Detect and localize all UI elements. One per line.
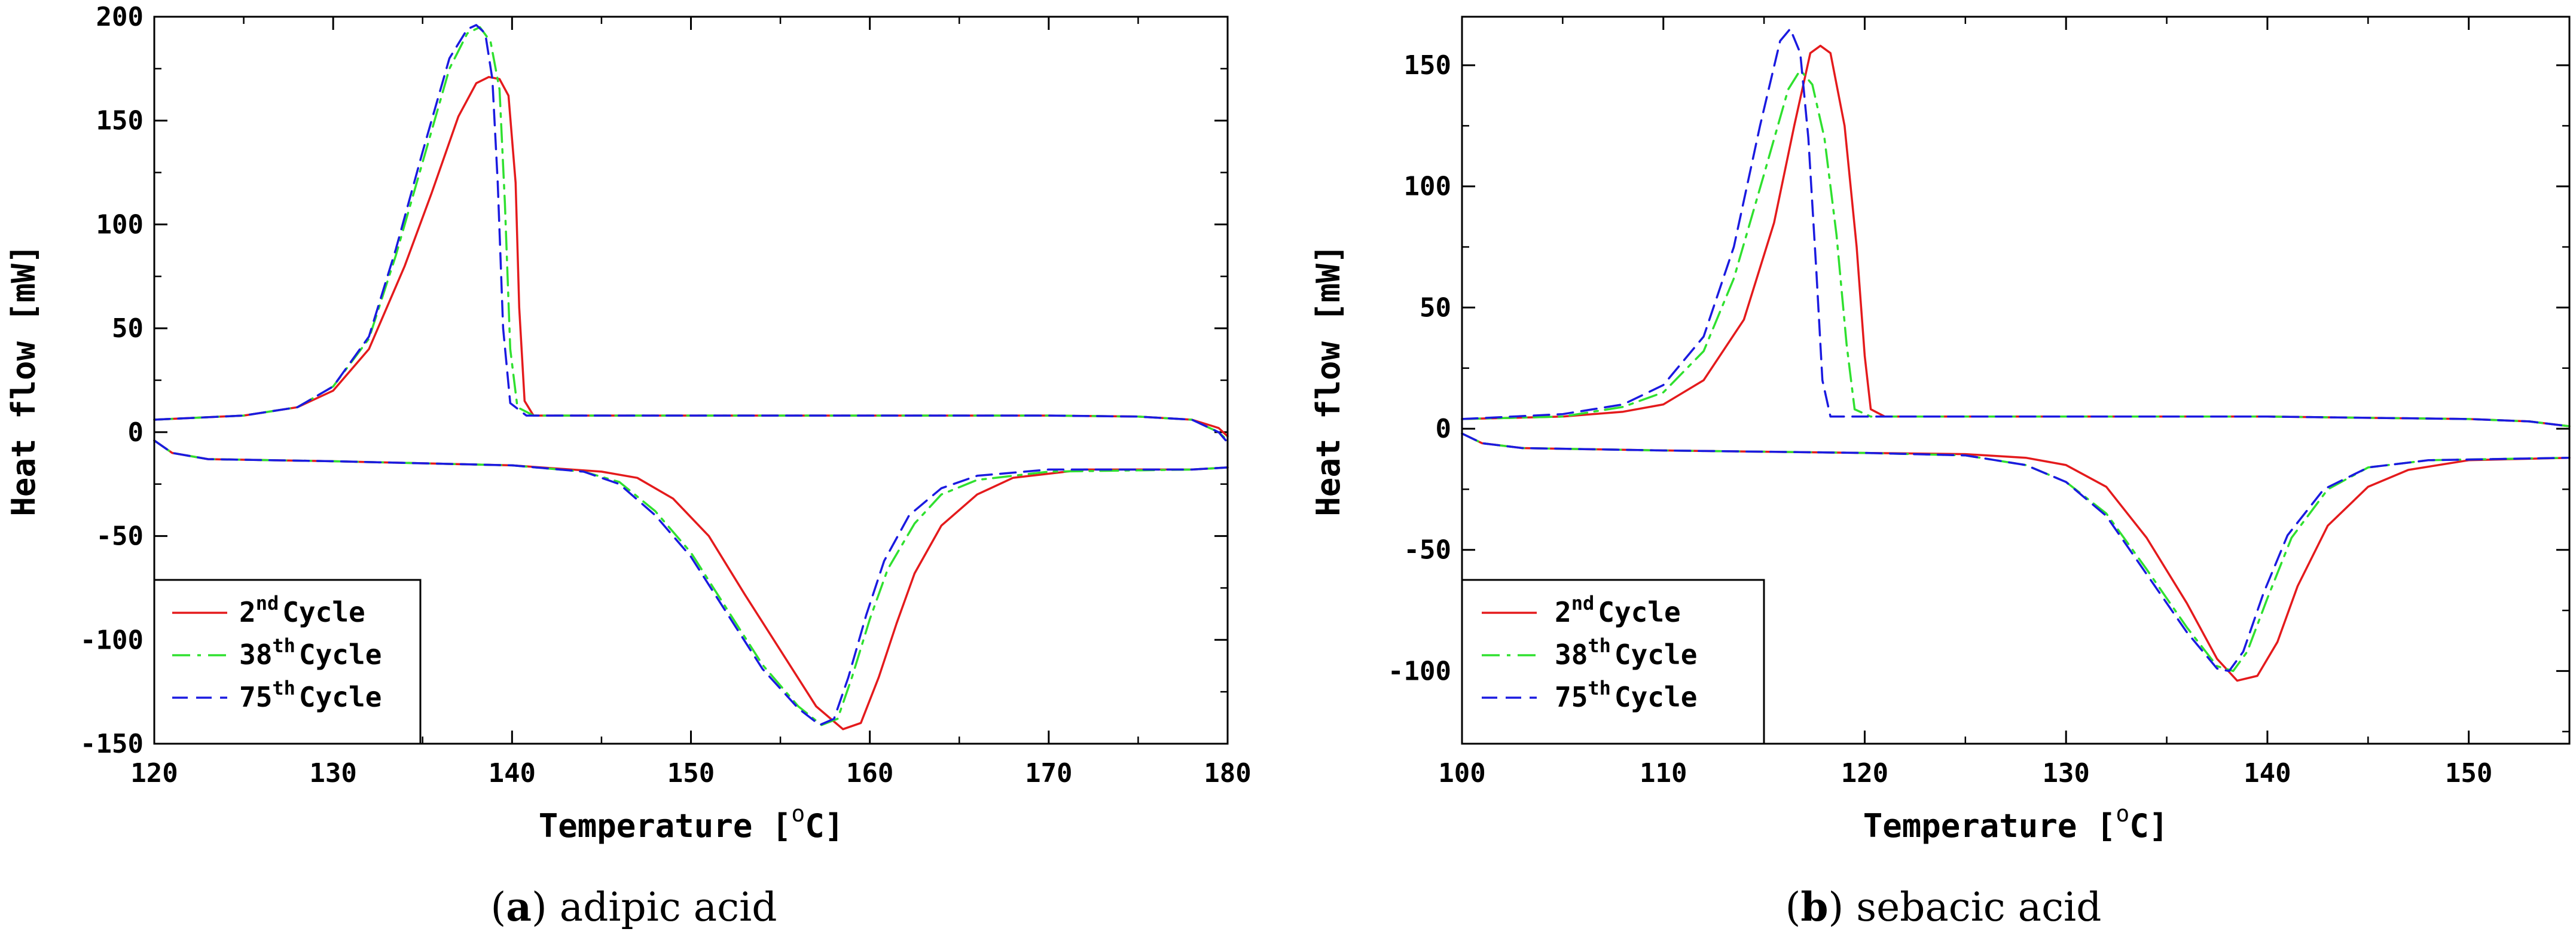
x-axis-label: Temperature [oC] <box>539 801 844 845</box>
series-38th-cycle-upper-curve <box>153 26 1229 442</box>
y-axis-label: Heat flow [mW] <box>5 244 42 516</box>
y-tick-label: 100 <box>96 209 144 240</box>
axis-ticks <box>1461 17 2571 744</box>
y-tick-label: -100 <box>80 625 144 655</box>
x-tick-label: 140 <box>489 758 536 789</box>
x-tick-label: 120 <box>130 758 178 789</box>
series-75th-cycle-lower-curve <box>153 439 1229 726</box>
legend-label-75th-cycle: 75th Cycle <box>1555 677 1697 713</box>
panel-sebacic-acid: -100 -50 0 50 100 150 100 110 120 130 140 150 2nd C… <box>1310 16 2571 930</box>
y-tick-labels: -100 -50 0 50 100 150 <box>1388 50 1451 686</box>
y-tick-label: -150 <box>80 729 144 759</box>
legend-box <box>1461 579 1765 745</box>
legend-label-2nd-cycle: 2nd Cycle <box>239 592 365 628</box>
series-75th-cycle-lower-curve <box>1461 432 2571 673</box>
y-tick-label: -100 <box>1388 656 1451 686</box>
y-tick-label: 150 <box>96 106 144 136</box>
plot-frame <box>153 16 1229 745</box>
x-axis-label: Temperature [oC] <box>1863 801 2169 845</box>
x-tick-label: 150 <box>2445 758 2492 789</box>
legend-label-2nd-cycle: 2nd Cycle <box>1555 592 1681 628</box>
legend-label-38th-cycle: 38th Cycle <box>1555 634 1697 671</box>
x-tick-labels: 100 110 120 130 140 150 <box>1438 758 2492 789</box>
series-2nd-cycle-upper-curve <box>153 76 1229 438</box>
y-tick-label: 0 <box>1436 414 1452 444</box>
series-75th-cycle-upper-curve <box>153 24 1229 444</box>
x-tick-labels: 120 130 140 150 160 170 180 <box>130 758 1251 789</box>
y-tick-label: -50 <box>1404 535 1451 566</box>
x-tick-label: 160 <box>846 758 893 789</box>
y-tick-label: 100 <box>1404 172 1451 202</box>
series-38th-cycle-lower-curve <box>1461 432 2571 673</box>
caption-sebacic-acid: (b) sebacic acid <box>1786 884 2102 930</box>
x-tick-label: 120 <box>1841 758 1888 789</box>
y-tick-label: 200 <box>96 2 144 32</box>
caption-adipic-acid: (a) adipic acid <box>491 884 777 930</box>
y-axis-label: Heat flow [mW] <box>1310 244 1347 516</box>
x-tick-label: 130 <box>309 758 356 789</box>
series-group <box>1461 28 2571 682</box>
y-tick-label: 50 <box>1420 292 1451 323</box>
series-2nd-cycle-upper-curve <box>1461 44 2571 427</box>
series-group <box>153 24 1229 731</box>
legend-label-38th-cycle: 38th Cycle <box>239 634 381 671</box>
legend: 2nd Cycle 38th Cycle 75th Cycle <box>1461 579 1765 745</box>
plot-frame <box>1461 16 2571 745</box>
legend: 2nd Cycle 38th Cycle 75th Cycle <box>153 579 422 745</box>
x-tick-label: 130 <box>2042 758 2089 789</box>
series-38th-cycle-upper-curve <box>1461 69 2571 427</box>
y-tick-label: 50 <box>112 313 144 344</box>
legend-label-75th-cycle: 75th Cycle <box>239 677 381 713</box>
x-tick-label: 100 <box>1438 758 1485 789</box>
x-tick-label: 140 <box>2244 758 2291 789</box>
x-tick-label: 110 <box>1640 758 1687 789</box>
y-tick-label: 150 <box>1404 50 1451 81</box>
x-tick-label: 180 <box>1204 758 1251 789</box>
y-tick-labels: -150 -100 -50 0 50 100 150 200 <box>80 2 144 759</box>
x-tick-label: 170 <box>1025 758 1072 789</box>
y-tick-label: 0 <box>128 417 144 448</box>
x-tick-label: 150 <box>667 758 715 789</box>
y-tick-label: -50 <box>96 521 144 552</box>
series-75th-cycle-upper-curve <box>1461 28 2571 427</box>
legend-box <box>153 579 422 745</box>
